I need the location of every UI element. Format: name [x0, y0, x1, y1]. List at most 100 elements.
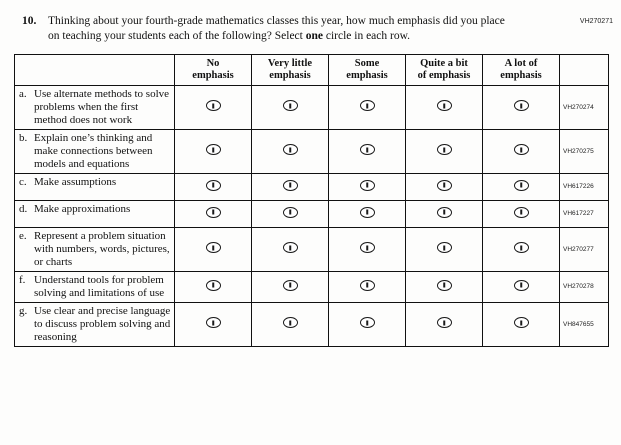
answer-bubble-icon[interactable] [282, 317, 298, 329]
answer-bubble-icon[interactable] [205, 100, 221, 112]
answer-cell [328, 226, 406, 272]
answer-bubble-icon[interactable] [359, 242, 375, 254]
answer-cell [482, 172, 560, 201]
answer-bubble-icon[interactable] [205, 242, 221, 254]
answer-bubble-icon[interactable] [359, 144, 375, 156]
answer-cell [251, 270, 329, 303]
answer-bubble-icon[interactable] [282, 179, 298, 191]
answer-cell [251, 199, 329, 228]
table-row: b. Explain one’s thinking and make connec… [14, 128, 609, 174]
answer-bubble-icon[interactable] [436, 279, 452, 291]
row-letter: a. [19, 88, 27, 100]
answer-bubble-icon[interactable] [513, 100, 529, 112]
answer-cell [405, 270, 483, 303]
row-label: f. Understand tools for problem solving a… [14, 270, 175, 303]
table-row: g. Use clear and precise language to disc… [14, 301, 609, 347]
answer-cell [405, 226, 483, 272]
row-label: c. Make assumptions [14, 172, 175, 201]
row-label-text: Make assumptions [34, 175, 117, 188]
answer-bubble-icon[interactable] [436, 317, 452, 329]
answer-bubble-icon[interactable] [282, 242, 298, 254]
column-header-2: Very little emphasis [251, 53, 329, 87]
column-header-4: Quite a bit of emphasis [405, 53, 483, 87]
row-label-text: Make approximations [34, 202, 131, 215]
answer-bubble-icon[interactable] [513, 179, 529, 191]
answer-cell [328, 128, 406, 174]
question-text-part1: Thinking about your fourth-grade mathema… [48, 15, 505, 42]
row-letter: e. [19, 229, 27, 242]
answer-bubble-icon[interactable] [282, 100, 298, 112]
answer-bubble-icon[interactable] [282, 206, 298, 218]
answer-bubble-icon[interactable] [513, 206, 529, 218]
answer-bubble-icon[interactable] [282, 144, 298, 156]
answer-bubble-icon[interactable] [436, 144, 452, 156]
answer-bubble-icon[interactable] [513, 242, 529, 254]
answer-bubble-icon[interactable] [205, 317, 221, 329]
table-row: f. Understand tools for problem solving a… [14, 270, 609, 303]
answer-cell [174, 301, 252, 347]
answer-bubble-icon[interactable] [513, 144, 529, 156]
answer-cell [174, 270, 252, 303]
question-10: 10. Thinking about your fourth-grade mat… [22, 14, 621, 44]
answer-cell [251, 85, 329, 130]
table-row: d. Make approximations VH617227 [14, 199, 609, 228]
answer-bubble-icon[interactable] [205, 144, 221, 156]
answer-bubble-icon[interactable] [359, 317, 375, 329]
answer-bubble-icon[interactable] [436, 242, 452, 254]
question-text-bold: one [305, 29, 323, 42]
table-row: a. Use alternate methods to solve problem… [14, 85, 609, 130]
answer-cell [482, 270, 560, 303]
question-number: 10. [22, 15, 37, 27]
answer-bubble-icon[interactable] [359, 100, 375, 112]
answer-bubble-icon[interactable] [359, 179, 375, 191]
row-label: d. Make approximations [14, 199, 175, 228]
row-letter: d. [19, 202, 28, 215]
answer-cell [328, 85, 406, 130]
row-label: e. Represent a problem situation with num… [14, 226, 175, 272]
row-code: VH270277 [559, 226, 609, 272]
answer-cell [174, 85, 252, 130]
row-code: VH270275 [559, 128, 609, 174]
answer-cell [174, 226, 252, 272]
row-label-text: Explain one’s thinking and make connecti… [34, 131, 153, 170]
answer-bubble-icon[interactable] [436, 206, 452, 218]
row-code: VH847655 [559, 301, 609, 347]
emphasis-table: No emphasis Very little emphasis Some emphasi… [14, 53, 609, 347]
answer-cell [482, 226, 560, 272]
column-header-3: Some emphasis [328, 53, 406, 87]
answer-cell [482, 199, 560, 228]
header-empty-label-column [14, 53, 175, 87]
row-letter: g. [19, 304, 28, 317]
answer-bubble-icon[interactable] [513, 279, 529, 291]
answer-cell [482, 128, 560, 174]
answer-cell [482, 301, 560, 347]
row-letter: f. [19, 273, 26, 286]
answer-cell [482, 85, 560, 130]
answer-bubble-icon[interactable] [436, 100, 452, 112]
row-label: b. Explain one’s thinking and make connec… [14, 128, 175, 174]
answer-bubble-icon[interactable] [205, 179, 221, 191]
answer-cell [251, 172, 329, 201]
answer-bubble-icon[interactable] [513, 317, 529, 329]
answer-bubble-icon[interactable] [359, 279, 375, 291]
row-label-text: Use clear and precise language to discus… [34, 304, 171, 343]
row-label-text: Understand tools for problem solving and… [34, 273, 165, 299]
answer-bubble-icon[interactable] [205, 206, 221, 218]
answer-bubble-icon[interactable] [282, 279, 298, 291]
column-header-1: No emphasis [174, 53, 252, 87]
header-empty-code-column [559, 53, 609, 87]
answer-cell [328, 301, 406, 347]
row-label: g. Use clear and precise language to disc… [14, 301, 175, 347]
answer-bubble-icon[interactable] [359, 206, 375, 218]
answer-cell [328, 172, 406, 201]
row-code: VH617226 [559, 172, 609, 201]
row-label: a. Use alternate methods to solve problem… [14, 85, 175, 130]
answer-bubble-icon[interactable] [436, 179, 452, 191]
answer-cell [405, 199, 483, 228]
header-row: No emphasis Very little emphasis Some emphasi… [14, 53, 609, 87]
answer-cell [405, 128, 483, 174]
row-code: VH617227 [559, 199, 609, 228]
row-letter: b. [19, 131, 28, 144]
row-label-text: Represent a problem situation with numbe… [34, 229, 170, 268]
answer-bubble-icon[interactable] [205, 279, 221, 291]
